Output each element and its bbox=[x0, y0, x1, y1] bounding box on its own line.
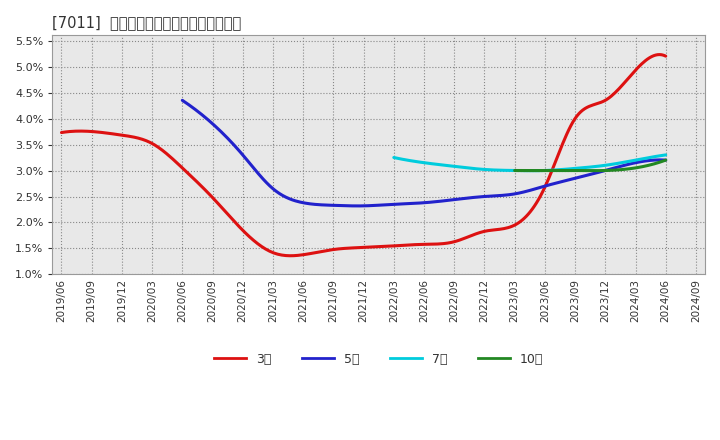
5年 bbox=[179, 99, 188, 104]
3年 bbox=[57, 130, 66, 135]
7年 bbox=[662, 152, 670, 158]
10年 bbox=[662, 158, 670, 163]
Text: [7011]  経常利益マージンの平均値の推移: [7011] 経常利益マージンの平均値の推移 bbox=[53, 15, 242, 30]
5年 bbox=[587, 172, 595, 177]
Line: 7年: 7年 bbox=[394, 155, 666, 171]
Legend: 3年, 5年, 7年, 10年: 3年, 5年, 7年, 10年 bbox=[210, 348, 548, 370]
5年 bbox=[475, 194, 484, 199]
7年 bbox=[552, 167, 560, 172]
3年 bbox=[655, 52, 664, 57]
10年 bbox=[603, 168, 612, 173]
3年 bbox=[59, 130, 68, 135]
10年 bbox=[600, 168, 609, 173]
Line: 3年: 3年 bbox=[61, 55, 666, 256]
3年 bbox=[607, 94, 616, 99]
3年 bbox=[429, 242, 438, 247]
10年 bbox=[589, 168, 598, 173]
7年 bbox=[620, 160, 629, 165]
3年 bbox=[286, 253, 294, 258]
Line: 5年: 5年 bbox=[182, 100, 666, 206]
7年 bbox=[552, 167, 561, 172]
5年 bbox=[178, 98, 186, 103]
7年 bbox=[528, 168, 536, 173]
3年 bbox=[417, 242, 426, 247]
3年 bbox=[419, 242, 428, 247]
5年 bbox=[467, 195, 476, 200]
5年 bbox=[466, 195, 474, 201]
3年 bbox=[569, 120, 577, 125]
Line: 10年: 10年 bbox=[515, 160, 666, 171]
10年 bbox=[511, 168, 520, 173]
5年 bbox=[662, 158, 670, 163]
7年 bbox=[390, 155, 398, 160]
10年 bbox=[600, 168, 609, 173]
10年 bbox=[648, 162, 657, 167]
3年 bbox=[662, 54, 670, 59]
7年 bbox=[637, 156, 646, 161]
7年 bbox=[557, 167, 565, 172]
10年 bbox=[638, 164, 647, 169]
5年 bbox=[618, 163, 626, 169]
5年 bbox=[353, 203, 361, 209]
10年 bbox=[510, 168, 519, 173]
7年 bbox=[390, 155, 399, 160]
